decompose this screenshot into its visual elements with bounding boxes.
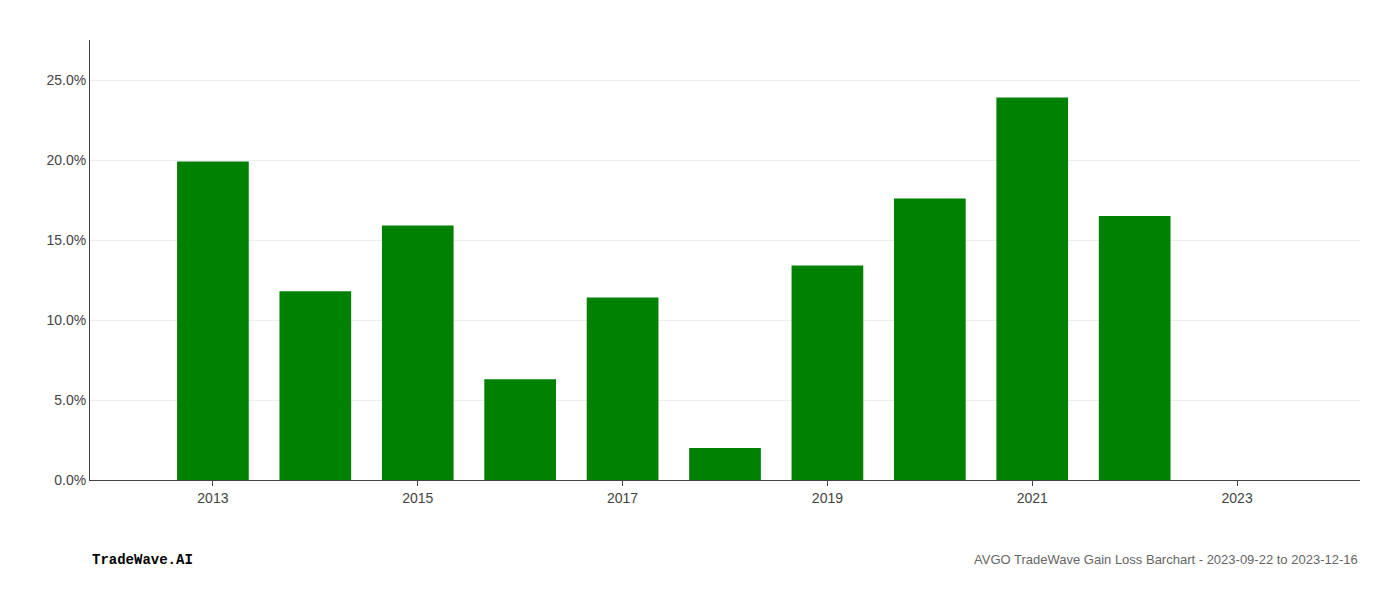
svg-text:20.0%: 20.0%	[46, 152, 86, 168]
svg-text:2015: 2015	[402, 490, 433, 506]
svg-text:25.0%: 25.0%	[46, 72, 86, 88]
svg-text:TradeWave.AI: TradeWave.AI	[92, 552, 193, 568]
svg-text:2021: 2021	[1017, 490, 1048, 506]
svg-text:5.0%: 5.0%	[54, 392, 86, 408]
svg-text:15.0%: 15.0%	[46, 232, 86, 248]
svg-text:10.0%: 10.0%	[46, 312, 86, 328]
svg-text:2017: 2017	[607, 490, 638, 506]
svg-text:2019: 2019	[812, 490, 843, 506]
svg-text:2023: 2023	[1222, 490, 1253, 506]
svg-text:0.0%: 0.0%	[54, 472, 86, 488]
svg-text:AVGO TradeWave Gain Loss Barch: AVGO TradeWave Gain Loss Barchart - 2023…	[974, 552, 1358, 567]
svg-text:2013: 2013	[197, 490, 228, 506]
